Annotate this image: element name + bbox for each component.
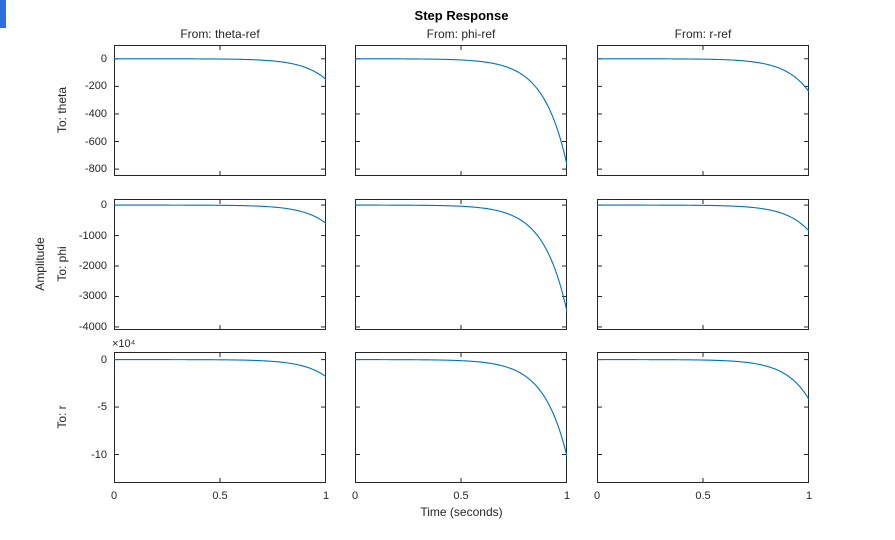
y-tick-label: -600	[84, 135, 107, 148]
window-edge-artifact	[0, 0, 6, 28]
y-tick-label: -4000	[78, 320, 107, 333]
y-tick-label: -3000	[78, 290, 107, 303]
subplot-to-theta-from-r-ref	[597, 45, 809, 176]
response-curve	[355, 204, 567, 312]
x-tick-label: 0	[351, 490, 359, 502]
x-tick-label: 1	[563, 490, 571, 502]
subplot-to-theta-from-phi-ref	[355, 45, 567, 176]
y-tick-label: -2000	[78, 260, 107, 273]
y-tick-label: -800	[84, 163, 107, 176]
x-tick-label: 0	[593, 490, 601, 502]
y-tick-label: 0	[100, 52, 107, 65]
response-curve	[114, 204, 326, 224]
response-curve	[597, 204, 809, 232]
response-curve	[114, 359, 326, 378]
column-title-theta-ref: From: theta-ref	[180, 27, 260, 41]
column-title-phi-ref: From: phi-ref	[426, 27, 496, 41]
subplot-to-r-from-phi-ref	[355, 352, 567, 483]
response-curve	[355, 58, 567, 166]
x-tick-label: 1	[805, 490, 813, 502]
subplot-to-phi-from-theta-ref	[114, 199, 326, 330]
y-tick-label: -200	[84, 80, 107, 93]
column-title-r-ref: From: r-ref	[674, 27, 732, 41]
x-tick-label: 1	[322, 490, 330, 502]
x-tick-label: 0	[110, 490, 118, 502]
x-tick-label: 0.5	[212, 490, 228, 502]
y-axis-label: Amplitude	[33, 237, 47, 291]
response-curve	[114, 58, 326, 80]
y-tick-label: 0	[100, 353, 107, 366]
y-axis-multiplier: ×10⁴	[112, 338, 136, 350]
subplot-to-theta-from-theta-ref	[114, 45, 326, 176]
response-curve	[355, 359, 567, 457]
chart-title: Step Response	[414, 8, 509, 23]
subplot-to-phi-from-phi-ref	[355, 199, 567, 330]
x-tick-label: 0.5	[453, 490, 469, 502]
y-tick-label: 0	[100, 199, 107, 212]
x-axis-label: Time (seconds)	[420, 505, 503, 519]
y-tick-label: -5	[97, 401, 107, 414]
subplot-to-r-from-r-ref	[597, 352, 809, 483]
y-tick-label: -1000	[78, 229, 107, 242]
subplot-to-phi-from-r-ref	[597, 199, 809, 330]
y-tick-label: -10	[91, 448, 107, 461]
y-tick-label: -400	[84, 107, 107, 120]
response-curve	[597, 359, 809, 400]
x-tick-label: 0.5	[695, 490, 711, 502]
subplot-to-r-from-theta-ref	[114, 352, 326, 483]
response-curve	[597, 58, 809, 93]
